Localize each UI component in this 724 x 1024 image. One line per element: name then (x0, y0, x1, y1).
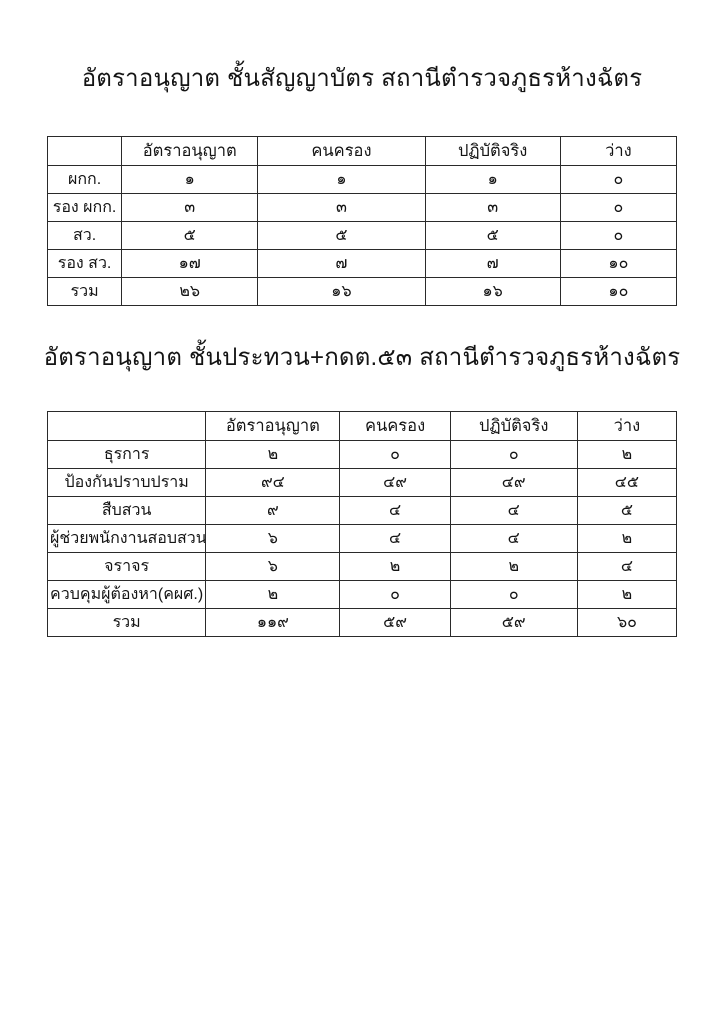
value-cell: ๖ (205, 552, 341, 581)
value-cell: ๔๕ (576, 468, 678, 497)
value-cell: ๓ (121, 193, 259, 222)
value-cell: ๔๙ (449, 468, 578, 497)
value-cell: ๙๔ (205, 468, 341, 497)
value-cell: ๑ (424, 165, 561, 194)
value-cell: ๒๖ (121, 277, 259, 306)
value-cell: ๓ (424, 193, 561, 222)
value-cell: ๒ (339, 552, 451, 581)
header-row: อัตราอนุญาต คนครอง ปฏิบัติจริง ว่าง (46, 136, 678, 166)
row-header: สว. (46, 221, 123, 250)
column-header: คนครอง (257, 136, 426, 166)
table-row: สืบสวน๙๔๔๕ (46, 496, 678, 525)
commissioned-table-title: อัตราอนุญาต ชั้นสัญญาบัตร สถานีตำรวจภูธร… (81, 65, 643, 92)
value-cell: ๑๗ (121, 249, 259, 278)
column-header: ปฏิบัติจริง (449, 411, 578, 441)
row-header: รวม (46, 277, 123, 306)
value-cell: ๒ (576, 440, 678, 469)
value-cell: ๑๑๙ (205, 608, 341, 637)
value-cell: ๕ (576, 496, 678, 525)
column-header: ว่าง (559, 136, 678, 166)
nco-table: อัตราอนุญาต คนครอง ปฏิบัติจริง ว่าง ธุรการ๒๐… (46, 411, 678, 637)
column-header: อัตราอนุญาต (121, 136, 259, 166)
value-cell: ๕ (257, 221, 426, 250)
value-cell: ๐ (339, 440, 451, 469)
table-row: ผู้ช่วยพนักงานสอบสวน๖๔๔๒ (46, 524, 678, 553)
table-row: รวม ๒๖ ๑๖ ๑๖ ๑๐ (46, 277, 678, 306)
value-cell: ๔๙ (339, 468, 451, 497)
value-cell: ๒ (576, 524, 678, 553)
row-header: ควบคุมผู้ต้องหา(คผศ.) (46, 580, 207, 609)
table-row: ป้องกันปราบปราม ๙๔ ๔๙ ๔๙ ๔๕ (46, 468, 678, 497)
value-cell: ๗ (257, 249, 426, 278)
value-cell: ๗ (424, 249, 561, 278)
value-cell: ๐ (449, 440, 578, 469)
value-cell: ๕ (424, 221, 561, 250)
value-cell: ๔ (339, 496, 451, 525)
value-cell: ๐ (559, 165, 678, 194)
table-row: รวม ๑๑๙ ๕๙ ๕๙ ๖๐ (46, 608, 678, 637)
value-cell: ๖๐ (576, 608, 678, 637)
value-cell: ๑๖ (257, 277, 426, 306)
value-cell: ๙ (205, 496, 341, 525)
value-cell: ๐ (559, 193, 678, 222)
value-cell: ๔ (449, 524, 578, 553)
row-header: ผกก. (46, 165, 123, 194)
value-cell: ๐ (559, 221, 678, 250)
value-cell: ๕๙ (339, 608, 451, 637)
value-cell: ๓ (257, 193, 426, 222)
nco-table-title: อัตราอนุญาต ชั้นประทวน+กดต.๕๓ สถานีตำรวจ… (43, 344, 681, 371)
value-cell: ๑๐ (559, 277, 678, 306)
table-row: ผกก. ๑๑๑๐ (46, 165, 678, 194)
table-row: จราจร๖๒๒๔ (46, 552, 678, 581)
commissioned-officers-table: อัตราอนุญาต คนครอง ปฏิบัติจริง ว่าง ผกก. ๑๑๑๐… (46, 136, 678, 306)
row-header: ผู้ช่วยพนักงานสอบสวน (46, 524, 207, 553)
value-cell: ๑๖ (424, 277, 561, 306)
table-row: รอง ผกก. ๓๓๓๐ (46, 193, 678, 222)
value-cell: ๑๐ (559, 249, 678, 278)
row-header: รอง สว. (46, 249, 123, 278)
value-cell: ๕๙ (449, 608, 578, 637)
value-cell: ๒ (205, 580, 341, 609)
row-header: ป้องกันปราบปราม (46, 468, 207, 497)
value-cell: ๕ (121, 221, 259, 250)
value-cell: ๒ (576, 580, 678, 609)
corner-header-cell (46, 411, 207, 441)
corner-header-cell (46, 136, 123, 166)
column-header: ปฏิบัติจริง (424, 136, 561, 166)
value-cell: ๔ (449, 496, 578, 525)
value-cell: ๑ (121, 165, 259, 194)
column-header: อัตราอนุญาต (205, 411, 341, 441)
table-row: ธุรการ๒๐๐๒ (46, 440, 678, 469)
value-cell: ๔ (339, 524, 451, 553)
row-header: รวม (46, 608, 207, 637)
row-header: จราจร (46, 552, 207, 581)
value-cell: ๐ (449, 580, 578, 609)
row-header: สืบสวน (46, 496, 207, 525)
value-cell: ๐ (339, 580, 451, 609)
column-header: คนครอง (339, 411, 451, 441)
value-cell: ๒ (449, 552, 578, 581)
value-cell: ๑ (257, 165, 426, 194)
value-cell: ๖ (205, 524, 341, 553)
row-header: ธุรการ (46, 440, 207, 469)
table-row: ควบคุมผู้ต้องหา(คผศ.) ๒๐๐๒ (46, 580, 678, 609)
value-cell: ๒ (205, 440, 341, 469)
value-cell: ๔ (576, 552, 678, 581)
column-header: ว่าง (576, 411, 678, 441)
header-row: อัตราอนุญาต คนครอง ปฏิบัติจริง ว่าง (46, 411, 678, 441)
table-row: รอง สว. ๑๗๗๗๑๐ (46, 249, 678, 278)
row-header: รอง ผกก. (46, 193, 123, 222)
table-row: สว. ๕๕๕๐ (46, 221, 678, 250)
